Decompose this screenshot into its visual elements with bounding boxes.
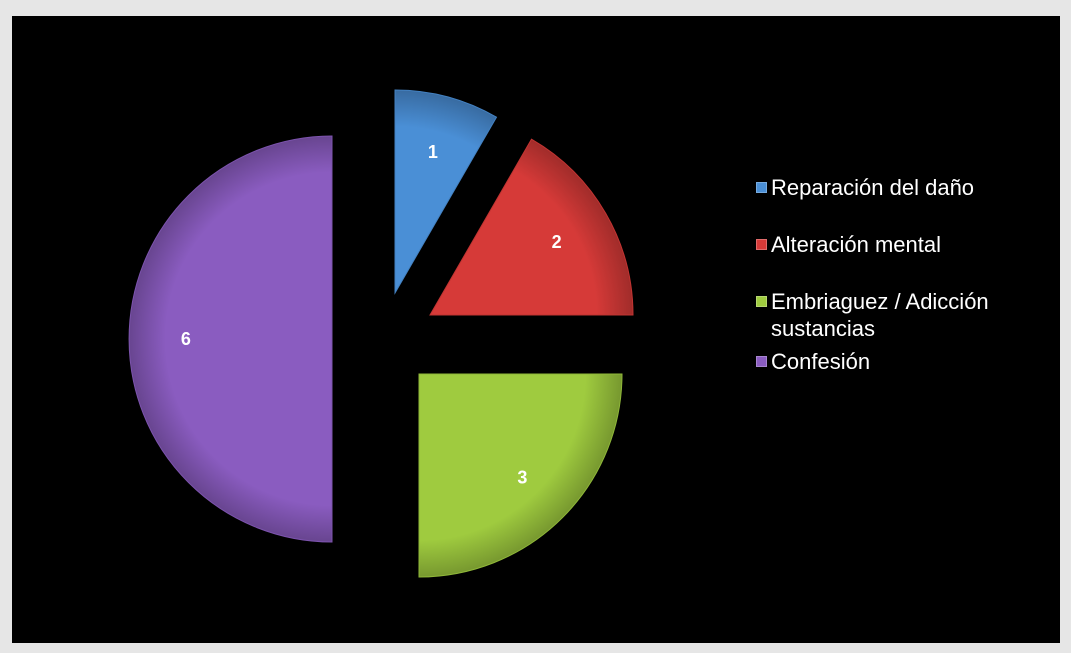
legend-item-confesion: Confesión (756, 348, 1056, 375)
data-label-reparacion: 1 (428, 142, 438, 162)
pie-slice-reparacion (394, 89, 498, 295)
legend-swatch-confesion (756, 356, 767, 367)
legend: Reparación del daño Alteración mental Em… (756, 174, 1056, 405)
legend-swatch-reparacion (756, 182, 767, 193)
legend-label-reparacion: Reparación del daño (771, 175, 975, 200)
legend-label-embriaguez: Embriaguez / Adicción sustancias (771, 289, 989, 341)
pie-chart: 1 2 3 6 (128, 89, 634, 578)
legend-item-embriaguez: Embriaguez / Adicción sustancias (756, 288, 1056, 342)
legend-item-alteracion: Alteración mental (756, 231, 1056, 258)
data-label-confesion: 6 (181, 329, 191, 349)
legend-label-alteracion: Alteración mental (771, 232, 941, 257)
data-label-embriaguez: 3 (517, 467, 527, 487)
data-label-alteracion: 2 (552, 232, 562, 252)
chart-area: 1 2 3 6 Reparación del daño Alteración ment… (12, 16, 1060, 643)
pie-slice-alteracion (429, 138, 634, 316)
pie-slice-confesion (128, 135, 333, 543)
legend-swatch-embriaguez (756, 296, 767, 307)
legend-item-reparacion: Reparación del daño (756, 174, 1056, 201)
pie-slice-embriaguez (418, 373, 623, 578)
legend-label-confesion: Confesión (771, 349, 871, 374)
legend-swatch-alteracion (756, 239, 767, 250)
